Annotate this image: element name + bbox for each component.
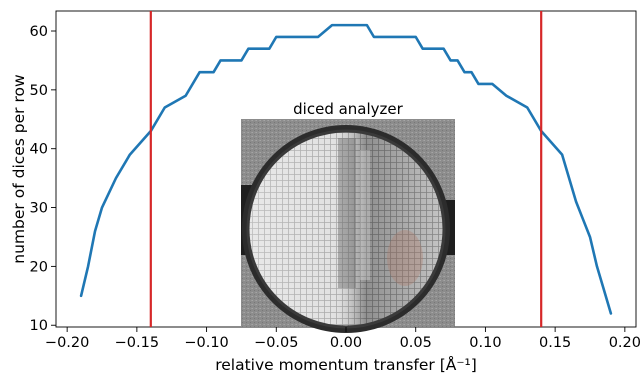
x-axis: −0.20 −0.15 −0.10 −0.05 0.00 0.05 0.10 0.15 0.20 — [45, 327, 641, 351]
y-tick-label: 20 — [30, 259, 48, 275]
x-tick-label: 0.00 — [330, 335, 362, 351]
y-tick-label: 40 — [30, 142, 48, 158]
x-tick-label: 0.05 — [400, 335, 432, 351]
inset-diced-analyzer: diced analyzer — [241, 100, 455, 333]
y-tick-label: 50 — [30, 83, 48, 99]
x-tick-label: −0.10 — [184, 335, 228, 351]
y-tick-label: 30 — [30, 201, 48, 217]
y-tick-label: 60 — [30, 24, 48, 40]
x-tick-label: −0.15 — [115, 335, 159, 351]
x-tick-label: −0.05 — [254, 335, 298, 351]
x-tick-label: 0.10 — [469, 335, 501, 351]
x-tick-label: 0.15 — [539, 335, 571, 351]
series-line — [79, 23, 613, 315]
x-tick-label: −0.20 — [45, 335, 89, 351]
x-tick-label: 0.20 — [609, 335, 641, 351]
x-axis-title: relative momentum transfer [Å⁻¹] — [215, 355, 477, 374]
y-axis-title: number of dices per row — [10, 74, 28, 264]
y-tick-label: 10 — [30, 318, 48, 334]
inset-title: diced analyzer — [293, 100, 403, 118]
y-axis: 10 20 30 40 50 60 — [30, 24, 56, 334]
